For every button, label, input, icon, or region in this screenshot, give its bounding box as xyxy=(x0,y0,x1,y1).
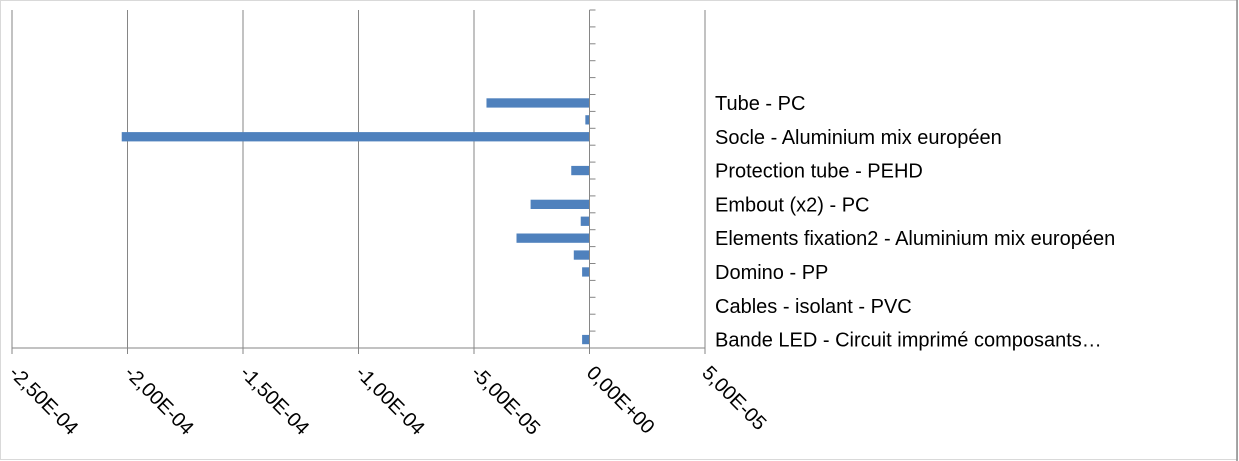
bar xyxy=(585,115,590,125)
bar xyxy=(571,165,590,176)
category-label: Tube - PC xyxy=(715,93,805,115)
category-label: Domino - PP xyxy=(715,262,828,284)
bar-series xyxy=(121,98,590,345)
category-label: Elements fixation2 - Aluminium mix europ… xyxy=(715,228,1115,250)
bar xyxy=(580,216,590,226)
category-label: Embout (x2) - PC xyxy=(715,194,869,216)
bar xyxy=(516,233,590,243)
bar xyxy=(530,199,590,209)
category-label: Socle - Aluminium mix européen xyxy=(715,127,1002,149)
bar xyxy=(582,267,590,277)
category-label: Cables - isolant - PVC xyxy=(715,296,912,318)
category-labels: Tube - PC Socle - Aluminium mix européen P… xyxy=(715,93,1115,352)
bar xyxy=(573,250,590,260)
axes xyxy=(11,9,706,354)
bar xyxy=(582,334,590,345)
category-label: Bande LED - Circuit imprimé composants… xyxy=(715,330,1102,352)
bar xyxy=(486,98,590,108)
category-label: Protection tube - PEHD xyxy=(715,161,923,183)
bar xyxy=(121,132,590,142)
